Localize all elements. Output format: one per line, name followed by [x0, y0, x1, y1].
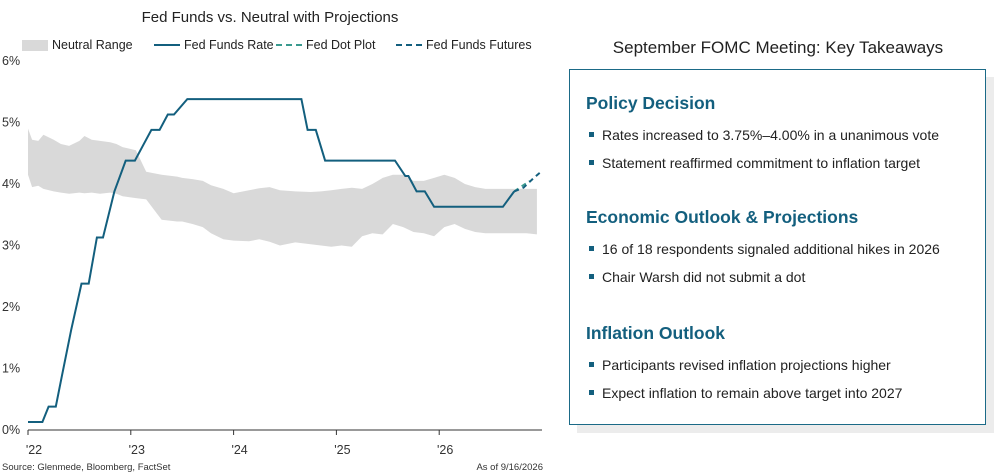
fed-funds-rate-series: [28, 98, 516, 423]
square-bullet-icon: [589, 132, 594, 137]
bullet-text: Rates increased to 3.75%–4.00% in a unan…: [602, 127, 939, 143]
bullet-item: Expect inflation to remain above target …: [586, 384, 975, 402]
x-tick-label: '23: [129, 443, 145, 457]
section-economic-outlook: Economic Outlook & Projections 16 of 18 …: [586, 206, 975, 296]
legend-label: Fed Funds Rate: [184, 38, 274, 52]
neutral-range-band: [28, 128, 537, 247]
chart-title: Fed Funds vs. Neutral with Projections: [142, 9, 399, 26]
square-bullet-icon: [589, 390, 594, 395]
x-tick-label: '26: [437, 443, 453, 457]
y-tick-label: 4%: [2, 177, 20, 191]
bullet-text: Statement reaffirmed commitment to infla…: [602, 155, 920, 171]
bullet-item: Statement reaffirmed commitment to infla…: [586, 154, 975, 172]
bullet-list: 16 of 18 respondents signaled additional…: [586, 240, 975, 286]
section-heading: Economic Outlook & Projections: [586, 207, 859, 227]
square-bullet-icon: [589, 362, 594, 367]
y-tick-label: 5%: [2, 116, 20, 130]
square-bullet-icon: [589, 274, 594, 279]
x-tick-label: '22: [26, 443, 42, 457]
source-note: Source: Glenmede, Bloomberg, FactSet: [2, 462, 171, 473]
line-chart: Fed Funds vs. Neutral with Projections Ne…: [2, 9, 543, 473]
y-tick-label: 2%: [2, 300, 20, 314]
x-tick-label: '24: [231, 443, 247, 457]
bullet-text: Chair Warsh did not submit a dot: [602, 269, 806, 285]
takeaways-title: September FOMC Meeting: Key Takeaways: [612, 38, 944, 57]
bullet-text: Expect inflation to remain above target …: [602, 385, 903, 401]
y-tick-label: 3%: [2, 239, 20, 253]
legend-label: Fed Dot Plot: [306, 38, 376, 52]
legend-swatch-band: [22, 40, 48, 51]
fed-funds-futures-series: [513, 170, 542, 193]
takeaways-panel: Policy Decision Rates increased to 3.75%…: [569, 69, 986, 425]
as-of-note: As of 9/16/2026: [476, 462, 543, 473]
bullet-list: Rates increased to 3.75%–4.00% in a unan…: [586, 126, 975, 172]
square-bullet-icon: [589, 246, 594, 251]
x-tick-label: '25: [334, 443, 350, 457]
section-heading: Inflation Outlook: [586, 323, 726, 343]
y-tick-label: 1%: [2, 362, 20, 376]
legend-label: Fed Funds Futures: [426, 38, 532, 52]
bullet-item: Rates increased to 3.75%–4.00% in a unan…: [586, 126, 975, 144]
chart-panel: Fed Funds vs. Neutral with Projections Ne…: [2, 9, 543, 473]
section-heading: Policy Decision: [586, 93, 716, 113]
bullet-item: Chair Warsh did not submit a dot: [586, 268, 975, 286]
y-tick-label: 6%: [2, 54, 20, 68]
section-policy-decision: Policy Decision Rates increased to 3.75%…: [586, 92, 975, 182]
bullet-item: 16 of 18 respondents signaled additional…: [586, 240, 975, 258]
bullet-text: 16 of 18 respondents signaled additional…: [602, 241, 940, 257]
bullet-item: Participants revised inflation projectio…: [586, 356, 975, 374]
legend-label: Neutral Range: [52, 38, 133, 52]
y-tick-label: 0%: [2, 423, 20, 437]
bullet-list: Participants revised inflation projectio…: [586, 356, 975, 402]
section-inflation-outlook: Inflation Outlook Participants revised i…: [586, 322, 975, 412]
bullet-text: Participants revised inflation projectio…: [602, 357, 891, 373]
square-bullet-icon: [589, 160, 594, 165]
